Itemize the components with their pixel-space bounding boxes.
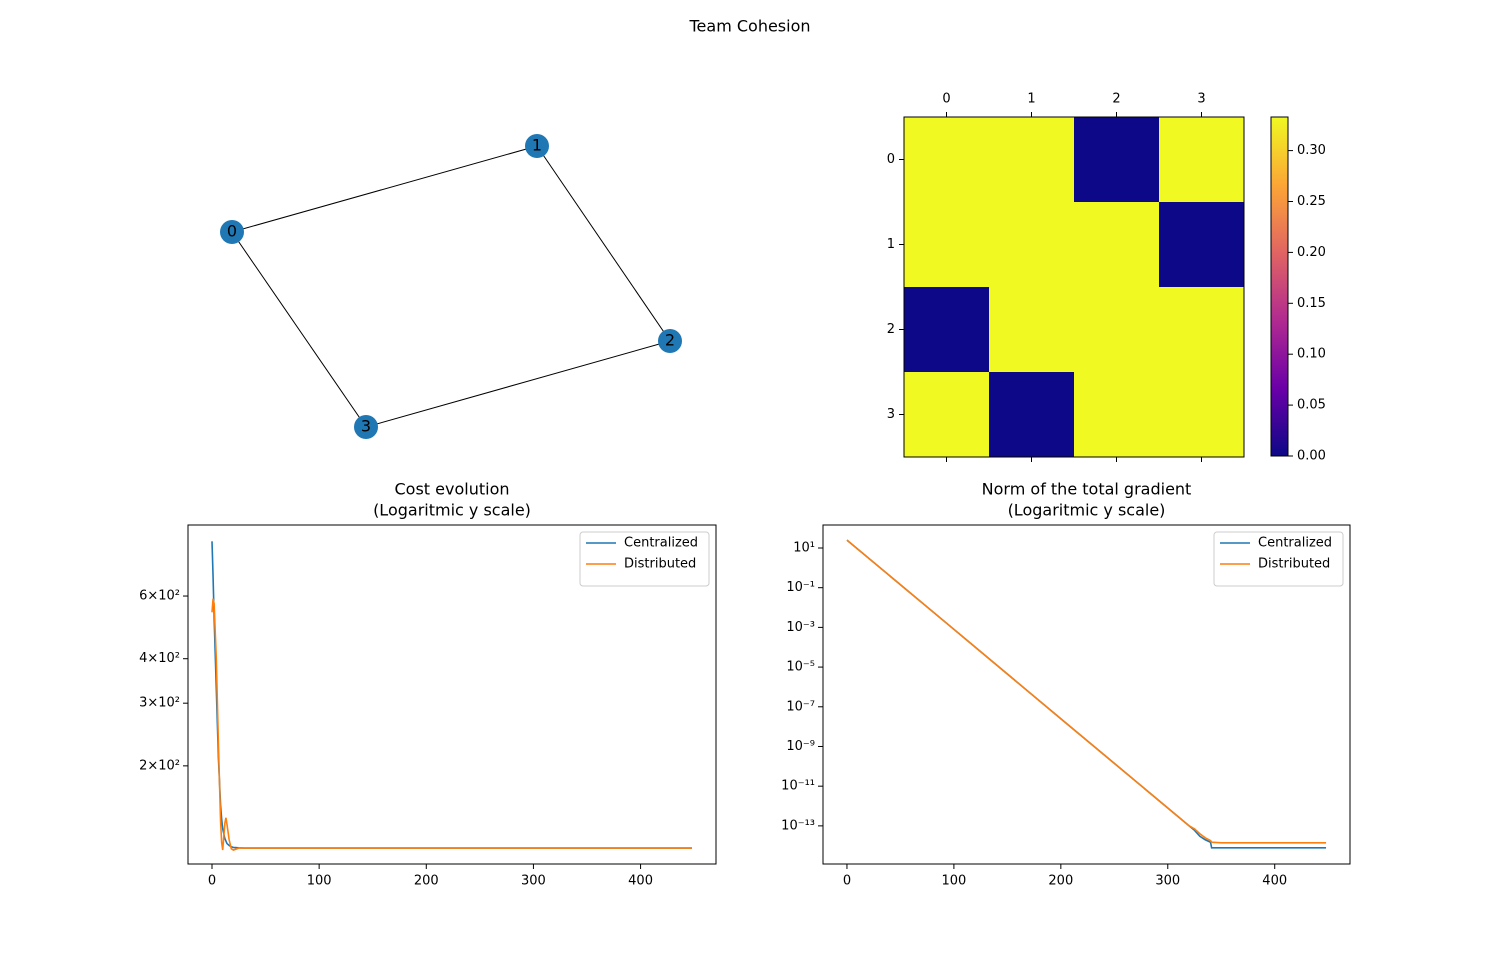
y-tick-label: 4×10²	[139, 651, 180, 666]
legend-label: Centralized	[624, 536, 698, 551]
x-tick-label: 200	[1048, 874, 1073, 889]
heatmap-cell	[1074, 372, 1160, 458]
heatmap-cell	[1159, 117, 1245, 203]
y-tick-label: 2	[887, 322, 895, 337]
edge	[536, 145, 671, 342]
chart-title: (Logaritmic y scale)	[1008, 501, 1166, 520]
y-tick-label: 3×10²	[139, 696, 180, 711]
x-tick-label: 300	[521, 874, 546, 889]
colorbar-tick-label: 0.00	[1297, 449, 1326, 464]
legend-label: Centralized	[1258, 536, 1332, 551]
edge	[231, 231, 367, 428]
legend	[579, 531, 710, 587]
y-tick-label: 3	[887, 407, 895, 422]
y-tick-label: 10¹	[793, 540, 815, 555]
heatmap-cell	[904, 202, 990, 288]
y-tick-label: 6×10²	[139, 589, 180, 604]
x-tick-label: 0	[843, 874, 851, 889]
figure-title: Team Cohesion	[688, 17, 810, 36]
plot-frame	[187, 524, 717, 865]
colorbar-tick-label: 0.20	[1297, 245, 1326, 260]
plot-frame	[822, 524, 1351, 865]
node	[525, 134, 549, 158]
y-tick-label: 10⁻¹³	[781, 818, 815, 833]
colorbar-tick-label: 0.25	[1297, 194, 1326, 209]
heatmap-cell	[1074, 287, 1160, 373]
y-tick-label: 10⁻⁹	[786, 739, 815, 754]
x-tick-label: 0	[208, 874, 216, 889]
edge	[231, 145, 538, 233]
y-tick-label: 2×10²	[139, 758, 180, 773]
y-tick-label: 1	[887, 237, 895, 252]
x-tick-label: 100	[941, 874, 966, 889]
heatmap-cell	[989, 372, 1075, 458]
heatmap-cell	[904, 117, 990, 203]
legend	[1213, 531, 1344, 587]
x-tick-label: 400	[1262, 874, 1287, 889]
x-tick-label: 100	[307, 874, 332, 889]
node-label: 1	[532, 136, 542, 155]
heatmap-cell	[1159, 202, 1245, 288]
y-tick-label: 10⁻⁵	[786, 660, 815, 675]
series-line	[846, 539, 1327, 844]
series-line	[211, 598, 692, 851]
colorbar-tick-label: 0.05	[1297, 398, 1326, 413]
legend-label: Distributed	[1258, 557, 1330, 572]
node-label: 3	[361, 417, 371, 436]
colorbar	[1270, 116, 1289, 457]
heatmap-cell	[989, 202, 1075, 288]
y-tick-label: 0	[887, 152, 895, 167]
x-tick-label: 400	[628, 874, 653, 889]
chart-title: (Logaritmic y scale)	[373, 501, 531, 520]
colorbar-tick-label: 0.10	[1297, 347, 1326, 362]
y-tick-label: 10⁻¹¹	[781, 779, 815, 794]
colorbar-tick-label: 0.15	[1297, 296, 1326, 311]
series-line	[211, 541, 692, 849]
edge	[365, 340, 671, 428]
heatmap-cell	[904, 287, 990, 373]
node	[354, 415, 378, 439]
y-tick-label: 10⁻⁷	[786, 699, 815, 714]
heatmap-cell	[1159, 372, 1245, 458]
heatmap-cell	[904, 372, 990, 458]
y-tick-label: 10⁻³	[786, 620, 815, 635]
chart-title: Norm of the total gradient	[982, 480, 1192, 499]
x-tick-label: 300	[1155, 874, 1180, 889]
x-tick-label: 200	[414, 874, 439, 889]
y-tick-label: 10⁻¹	[786, 580, 815, 595]
heatmap-cell	[1074, 117, 1160, 203]
heatmap-cell	[989, 117, 1075, 203]
heatmap-frame	[903, 116, 1245, 458]
node-label: 2	[665, 331, 675, 350]
legend-label: Distributed	[624, 557, 696, 572]
x-tick-label: 0	[942, 92, 950, 107]
x-tick-label: 3	[1197, 92, 1205, 107]
heatmap-cell	[1159, 287, 1245, 373]
heatmap-cell	[1074, 202, 1160, 288]
x-tick-label: 1	[1027, 92, 1035, 107]
x-tick-label: 2	[1112, 92, 1120, 107]
heatmap-cell	[989, 287, 1075, 373]
node	[658, 329, 682, 353]
chart-title: Cost evolution	[395, 480, 510, 499]
colorbar-tick-label: 0.30	[1297, 143, 1326, 158]
node-label: 0	[227, 222, 237, 241]
node	[220, 220, 244, 244]
